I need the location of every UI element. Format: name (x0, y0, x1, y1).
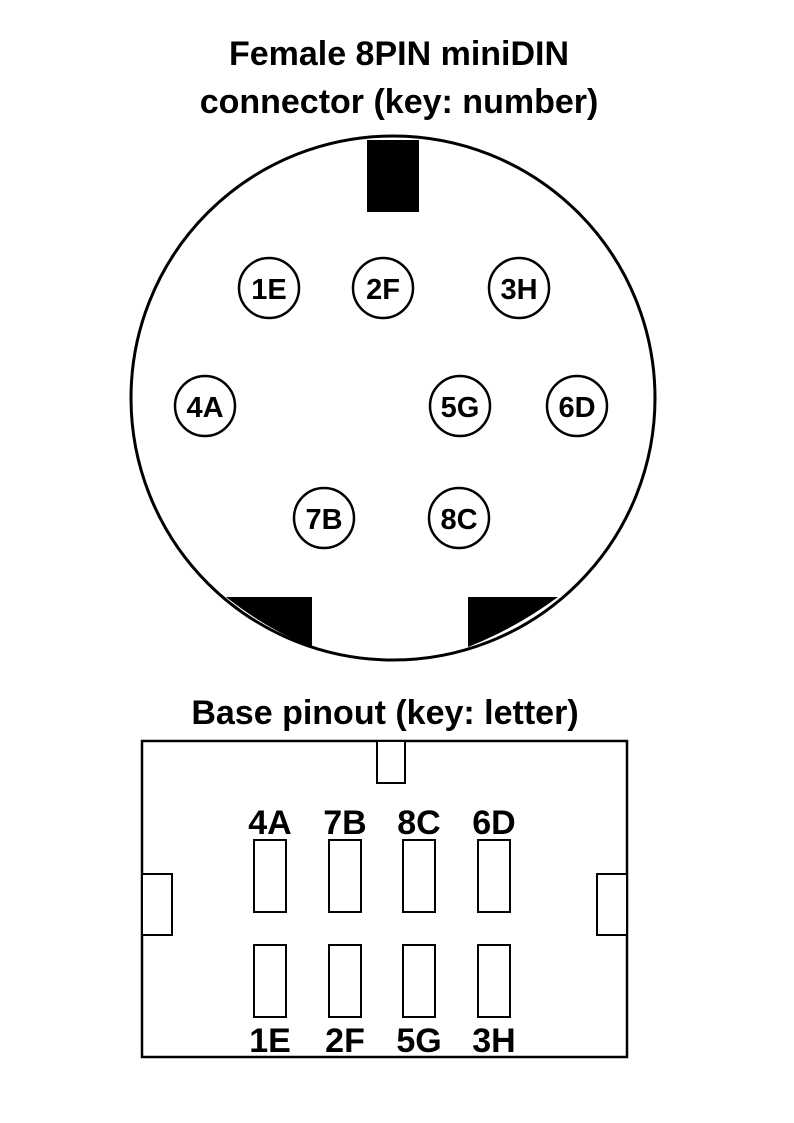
connector-outline (129, 134, 657, 662)
base-bottom-label: 5G (396, 1022, 441, 1060)
base-top-tab (376, 740, 406, 784)
base-outline (140, 739, 629, 1059)
base-pin-slot (402, 839, 436, 913)
pin-label: 5G (441, 392, 480, 424)
base-bottom-label: 3H (472, 1022, 515, 1060)
pin-label: 7B (305, 504, 342, 536)
base-top-label: 7B (323, 804, 366, 842)
pin-label: 3H (500, 274, 537, 306)
pin-label: 8C (440, 504, 477, 536)
pin-circle (427, 486, 491, 550)
connector-pin: 7B (292, 486, 356, 550)
base-pin-slot (402, 944, 436, 1018)
connector-pin: 2F (351, 256, 415, 320)
pin-label: 4A (186, 392, 223, 424)
connector-pin: 6D (545, 374, 609, 438)
base-pin-slot (253, 839, 287, 913)
connector-pin: 4A (173, 374, 237, 438)
base-pin-slot (328, 944, 362, 1018)
bottom-left-key (226, 597, 312, 647)
base-top-label: 4A (248, 804, 291, 842)
connector-title-line-1: Female 8PIN miniDIN (229, 35, 569, 73)
connector-pin: 1E (237, 256, 301, 320)
base-title: Base pinout (key: letter) (191, 694, 578, 732)
bottom-right-key (468, 597, 558, 647)
connector-pin: 5G (428, 374, 492, 438)
pin-circle (292, 486, 356, 550)
base-right-tab (596, 873, 628, 936)
pin-circle (487, 256, 551, 320)
base-top-label: 6D (472, 804, 515, 842)
base-pin-slot (253, 944, 287, 1018)
connector-title-line-2: connector (key: number) (200, 83, 599, 121)
pin-label: 6D (558, 392, 595, 424)
base-bottom-label: 1E (249, 1022, 291, 1060)
base-bottom-label: 2F (325, 1022, 365, 1060)
pin-circle (351, 256, 415, 320)
base-pinout: 4A 7B 8C 6D 1E 2F 5G 3H (140, 739, 629, 1060)
pin-circle (545, 374, 609, 438)
connector-face (129, 134, 657, 662)
pin-label: 1E (251, 274, 286, 306)
base-pin-slot (328, 839, 362, 913)
base-pin-slot (477, 944, 511, 1018)
base-pin-slot (477, 839, 511, 913)
pin-label: 2F (366, 274, 400, 306)
connector-pin: 3H (487, 256, 551, 320)
connector-pins: 1E 2F 3H 4A 5G 6D 7B 8C (173, 256, 609, 550)
pin-circle (428, 374, 492, 438)
pin-circle (237, 256, 301, 320)
top-key-notch (367, 140, 419, 212)
pin-circle (173, 374, 237, 438)
base-top-label: 8C (397, 804, 440, 842)
connector-pin: 8C (427, 486, 491, 550)
base-left-tab (141, 873, 173, 936)
